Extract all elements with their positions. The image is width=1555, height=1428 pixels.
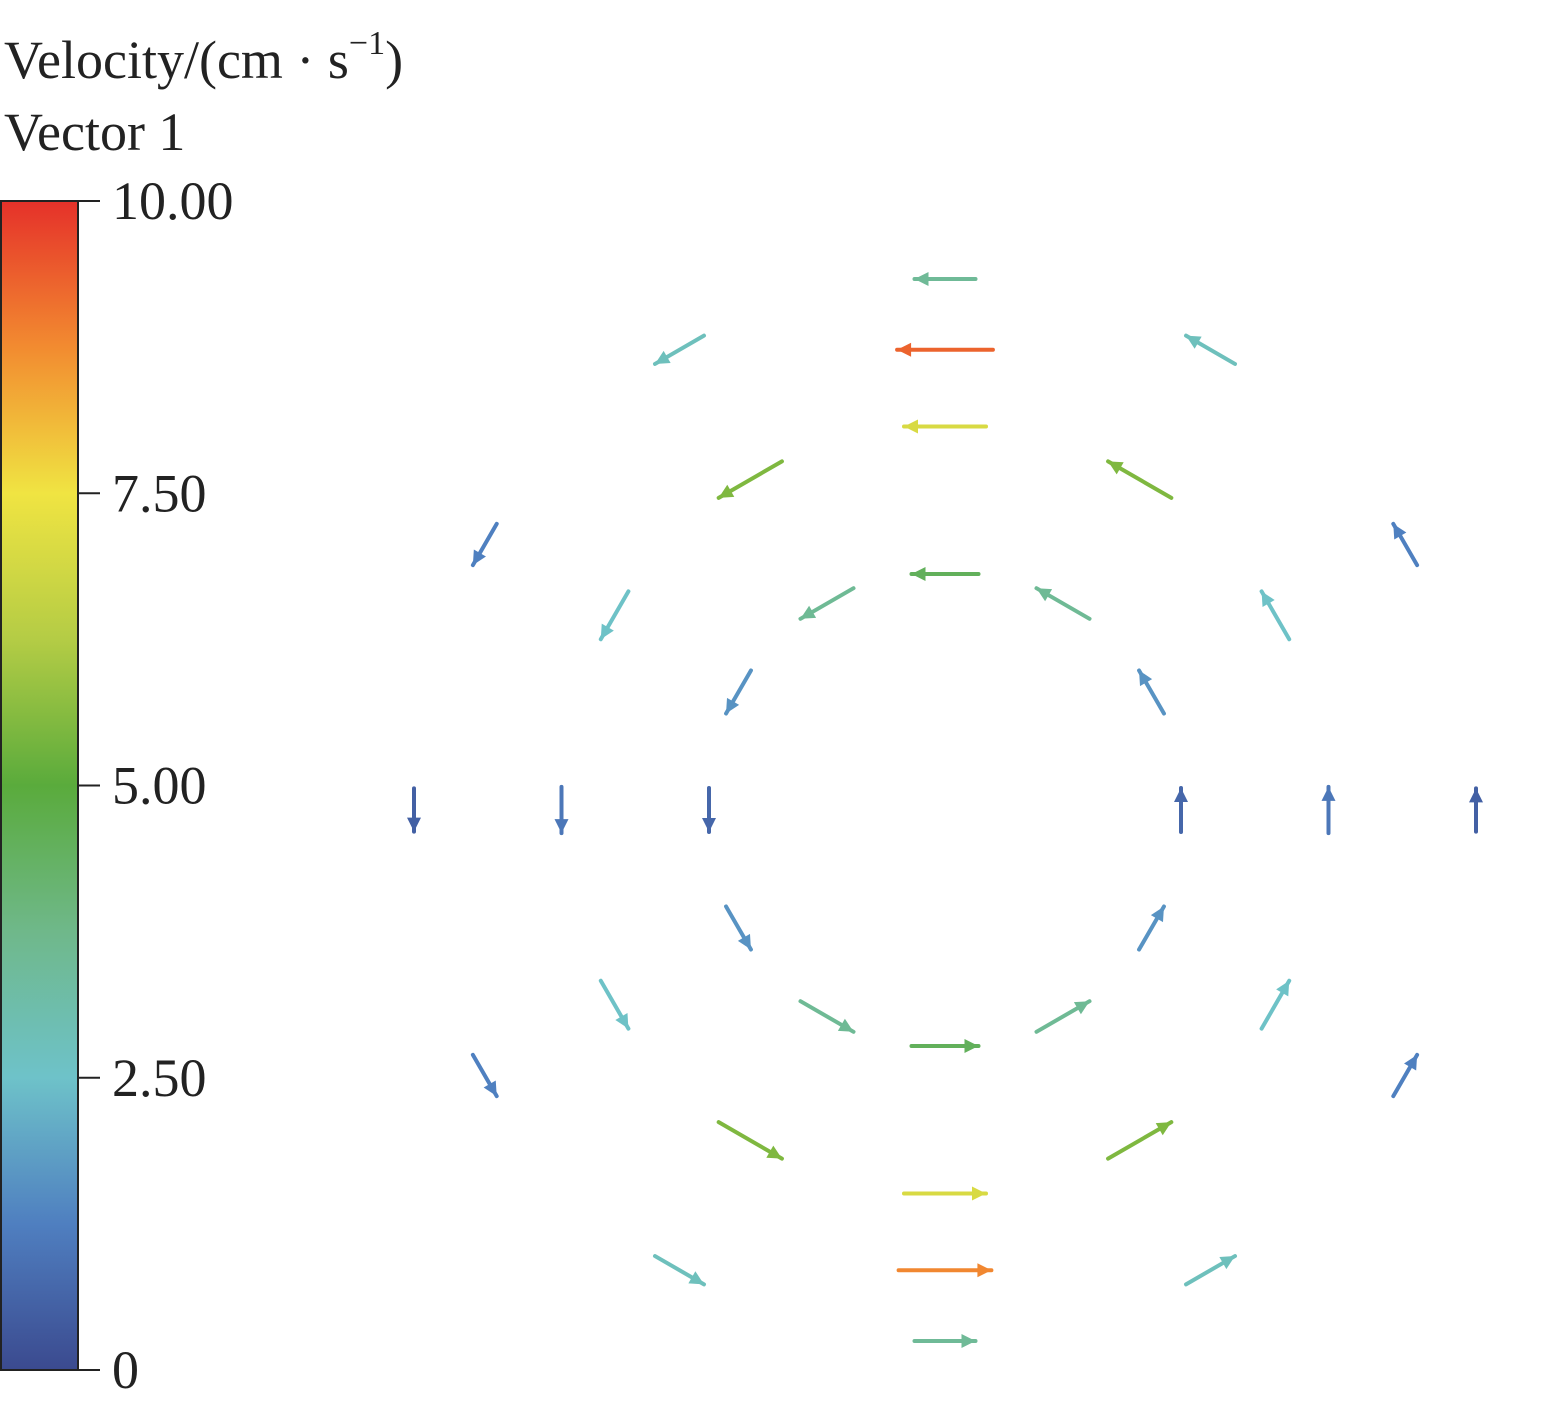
arrow-head xyxy=(1219,1256,1235,1270)
velocity-arrow xyxy=(902,419,988,434)
velocity-arrow xyxy=(470,521,499,568)
velocity-arrow xyxy=(1034,586,1092,621)
arrow-head xyxy=(600,623,614,640)
velocity-arrow xyxy=(1106,459,1174,500)
velocity-arrow xyxy=(470,1052,499,1099)
velocity-arrow xyxy=(895,342,995,357)
velocity-arrow xyxy=(1259,978,1292,1031)
arrow-head xyxy=(1174,787,1188,802)
velocity-arrow xyxy=(902,1186,988,1201)
arrow-head xyxy=(615,1012,629,1029)
arrow-head xyxy=(407,817,421,832)
colorbar-title: Velocity/(cm · s−1) xyxy=(4,25,403,90)
velocity-arrow xyxy=(653,1254,706,1287)
arrow-head xyxy=(1404,1054,1418,1071)
arrow-head xyxy=(483,1080,497,1097)
arrow-head xyxy=(766,1145,782,1159)
velocity-arrow xyxy=(598,978,631,1031)
velocity-arrow xyxy=(716,1120,784,1161)
velocity-arrow xyxy=(1259,589,1292,642)
velocity-arrow xyxy=(912,272,978,286)
velocity-arrow xyxy=(407,786,421,834)
colorbar-tick-label: 10.00 xyxy=(112,171,234,231)
colorbar-tick-label: 5.00 xyxy=(112,756,207,816)
title-superscript: −1 xyxy=(349,25,385,62)
velocity-arrow xyxy=(1321,784,1336,836)
arrow-head xyxy=(655,350,671,364)
title-main: Velocity/(cm · s xyxy=(4,30,349,90)
arrow-head xyxy=(1261,591,1275,608)
velocity-arrow xyxy=(798,999,856,1034)
arrow-head xyxy=(964,1039,979,1053)
arrow-head xyxy=(837,1018,854,1032)
arrow-head xyxy=(972,1186,986,1201)
arrow-head xyxy=(1393,523,1407,540)
colorbar-tick-label: 2.50 xyxy=(112,1048,207,1108)
velocity-arrow xyxy=(1137,668,1166,716)
velocity-arrow xyxy=(896,1263,994,1278)
arrow-head xyxy=(688,1271,704,1285)
colorbar-tick-label: 0 xyxy=(112,1340,139,1400)
arrow-head xyxy=(1186,335,1202,349)
velocity-arrow xyxy=(724,668,753,716)
colorbar-tick-label: 7.50 xyxy=(112,463,207,523)
arrow-head xyxy=(472,549,486,566)
velocity-arrow xyxy=(1391,1052,1420,1099)
velocity-arrow xyxy=(912,1334,978,1348)
arrow-head xyxy=(1321,786,1336,801)
velocity-arrow xyxy=(1106,1120,1174,1161)
arrow-head xyxy=(1073,1001,1090,1015)
arrow-head xyxy=(800,605,817,619)
velocity-arrow xyxy=(798,586,856,621)
velocity-arrow xyxy=(724,904,753,952)
velocity-arrow xyxy=(1174,785,1188,835)
arrow-head xyxy=(904,419,918,434)
title-end: ) xyxy=(385,30,403,90)
velocity-arrow xyxy=(1391,521,1420,568)
arrow-head xyxy=(702,818,716,833)
velocity-arrow xyxy=(1034,999,1092,1034)
arrow-head xyxy=(1150,906,1164,923)
arrow-head xyxy=(737,933,751,950)
velocity-arrow xyxy=(554,784,569,836)
arrow-head xyxy=(554,819,569,834)
velocity-arrow xyxy=(1469,786,1483,834)
velocity-arrow xyxy=(909,567,981,581)
arrow-head xyxy=(914,272,929,286)
arrow-head xyxy=(1036,588,1053,602)
velocity-arrow xyxy=(1184,1254,1237,1287)
velocity-arrow xyxy=(598,589,631,642)
colorbar xyxy=(0,200,79,1371)
arrow-head xyxy=(1139,670,1153,687)
arrow-head xyxy=(911,567,926,581)
arrow-head xyxy=(1276,980,1290,997)
arrow-head xyxy=(1155,1122,1172,1136)
arrow-head xyxy=(1108,461,1124,475)
velocity-arrow xyxy=(1184,333,1237,366)
velocity-arrow xyxy=(1137,904,1166,952)
velocity-arrow xyxy=(653,333,706,366)
velocity-arrow xyxy=(702,785,716,835)
arrow-head xyxy=(977,1263,992,1278)
arrow-head xyxy=(897,342,912,357)
arrow-head xyxy=(726,697,740,714)
arrow-head xyxy=(1469,788,1483,803)
arrow-head xyxy=(961,1334,976,1348)
velocity-arrow xyxy=(716,459,784,500)
velocity-arrow xyxy=(909,1039,981,1053)
colorbar-subtitle: Vector 1 xyxy=(4,102,185,162)
arrow-head xyxy=(718,484,735,498)
